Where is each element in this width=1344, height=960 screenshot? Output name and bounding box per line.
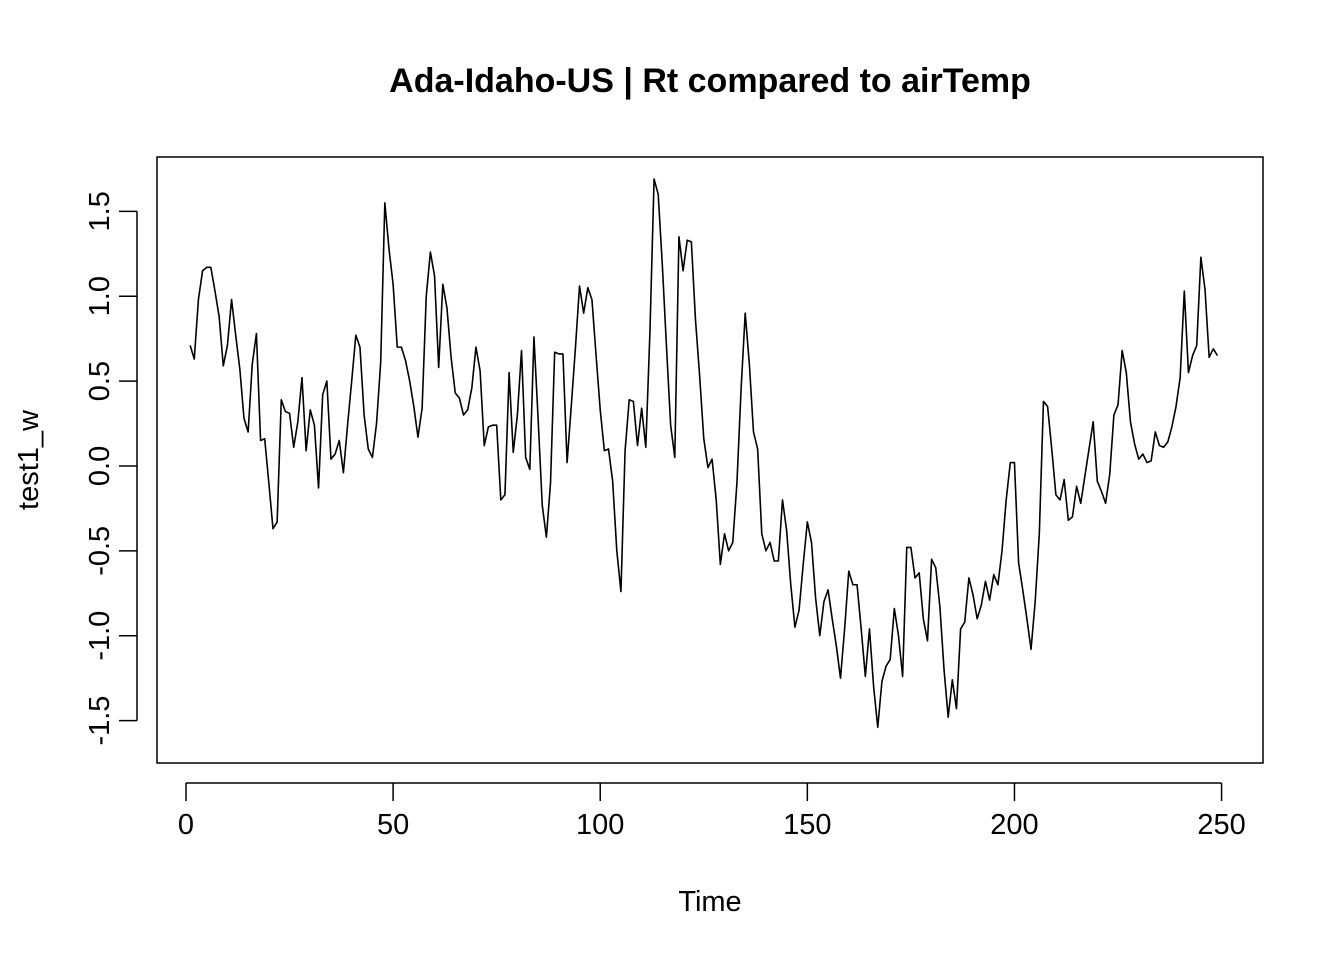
y-tick-label: 0.5 bbox=[84, 361, 116, 401]
y-tick-label: -0.5 bbox=[84, 526, 116, 576]
x-tick-label: 200 bbox=[990, 809, 1038, 841]
series-layer bbox=[189, 178, 1219, 729]
x-axis: 0 50 100 150 200 250 bbox=[178, 782, 1246, 841]
chart-title: Ada-Idaho-US | Rt compared to airTemp bbox=[389, 62, 1031, 100]
y-axis-label: test1_w bbox=[13, 409, 45, 510]
series-line bbox=[189, 178, 1219, 729]
x-axis-label: Time bbox=[678, 886, 741, 918]
x-tick-label: 250 bbox=[1197, 809, 1245, 841]
x-tick-label: 0 bbox=[178, 809, 194, 841]
y-tick-label: -1.5 bbox=[84, 696, 116, 746]
y-tick-label: -1.0 bbox=[84, 611, 116, 661]
x-tick-label: 50 bbox=[377, 809, 409, 841]
y-tick-label: 1.0 bbox=[84, 276, 116, 316]
y-tick-label: 0.0 bbox=[84, 446, 116, 486]
y-tick-label: 1.5 bbox=[84, 191, 116, 231]
y-axis: -1.5 -1.0 -0.5 0.0 0.5 1.0 1.5 bbox=[84, 191, 138, 746]
x-tick-label: 100 bbox=[576, 809, 624, 841]
x-tick-label: 150 bbox=[783, 809, 831, 841]
plot-area-frame bbox=[156, 156, 1264, 764]
